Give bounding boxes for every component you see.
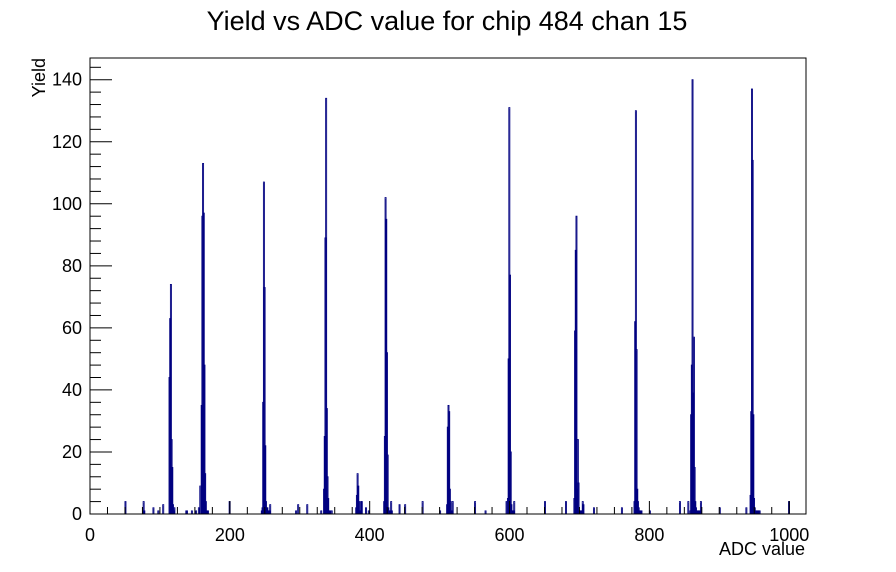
x-tick-label: 200	[215, 525, 245, 545]
y-tick-label: 100	[52, 194, 82, 214]
y-axis-label: Yield	[29, 58, 49, 97]
y-tick-label: 20	[62, 442, 82, 462]
y-tick-label: 140	[52, 70, 82, 90]
y-tick-label: 40	[62, 380, 82, 400]
x-tick-label: 1000	[769, 525, 809, 545]
x-axis: 0 200 400 600 800 1000	[85, 501, 809, 545]
y-tick-label: 80	[62, 256, 82, 276]
y-tick-label: 0	[72, 504, 82, 524]
x-tick-label: 800	[634, 525, 664, 545]
x-tick-label: 600	[495, 525, 525, 545]
y-axis: 0 20 40 60 80 100 120 140	[52, 66, 112, 524]
plot-frame	[89, 57, 807, 515]
x-axis-label: ADC value	[719, 539, 805, 559]
y-tick-label: 60	[62, 318, 82, 338]
x-tick-label: 400	[355, 525, 385, 545]
y-tick-label: 120	[52, 132, 82, 152]
x-tick-label: 0	[85, 525, 95, 545]
chart-title: Yield vs ADC value for chip 484 chan 15	[207, 6, 688, 36]
